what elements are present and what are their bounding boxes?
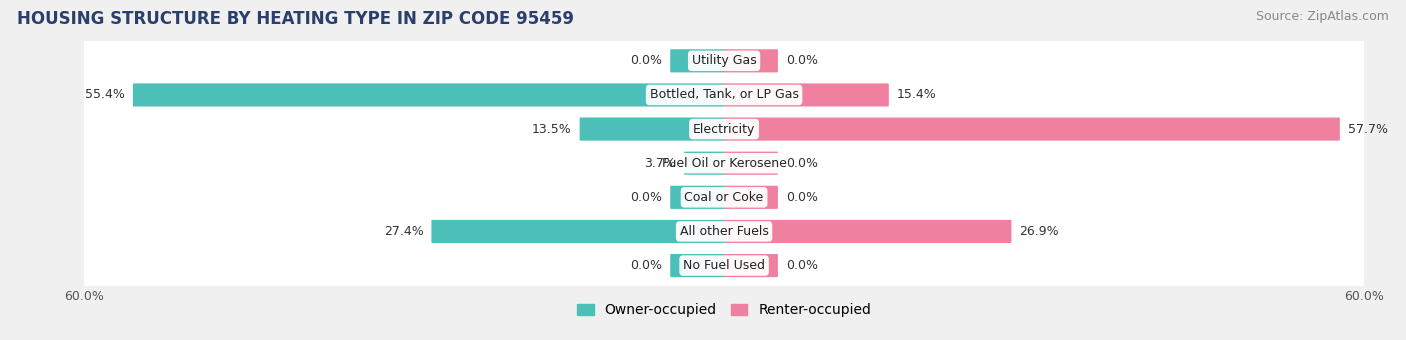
FancyBboxPatch shape xyxy=(671,49,724,72)
Text: 3.7%: 3.7% xyxy=(644,157,676,170)
Text: Fuel Oil or Kerosene: Fuel Oil or Kerosene xyxy=(662,157,786,170)
FancyBboxPatch shape xyxy=(72,74,1376,116)
Text: No Fuel Used: No Fuel Used xyxy=(683,259,765,272)
Text: 13.5%: 13.5% xyxy=(531,123,572,136)
FancyBboxPatch shape xyxy=(724,49,778,72)
FancyBboxPatch shape xyxy=(671,186,724,209)
Text: 0.0%: 0.0% xyxy=(786,259,818,272)
Text: 0.0%: 0.0% xyxy=(786,54,818,67)
FancyBboxPatch shape xyxy=(432,220,724,243)
FancyBboxPatch shape xyxy=(72,143,1376,184)
FancyBboxPatch shape xyxy=(685,152,724,175)
FancyBboxPatch shape xyxy=(724,220,1011,243)
Text: Source: ZipAtlas.com: Source: ZipAtlas.com xyxy=(1256,10,1389,23)
Text: 27.4%: 27.4% xyxy=(384,225,423,238)
Text: 0.0%: 0.0% xyxy=(786,191,818,204)
Text: 0.0%: 0.0% xyxy=(630,259,662,272)
FancyBboxPatch shape xyxy=(72,211,1376,252)
Text: 15.4%: 15.4% xyxy=(897,88,936,101)
FancyBboxPatch shape xyxy=(724,118,1340,141)
Text: Bottled, Tank, or LP Gas: Bottled, Tank, or LP Gas xyxy=(650,88,799,101)
Text: 0.0%: 0.0% xyxy=(630,191,662,204)
Text: Coal or Coke: Coal or Coke xyxy=(685,191,763,204)
FancyBboxPatch shape xyxy=(724,186,778,209)
FancyBboxPatch shape xyxy=(724,152,778,175)
Text: Utility Gas: Utility Gas xyxy=(692,54,756,67)
Legend: Owner-occupied, Renter-occupied: Owner-occupied, Renter-occupied xyxy=(571,298,877,323)
FancyBboxPatch shape xyxy=(724,83,889,106)
FancyBboxPatch shape xyxy=(72,177,1376,218)
Text: 26.9%: 26.9% xyxy=(1019,225,1059,238)
FancyBboxPatch shape xyxy=(72,108,1376,150)
Text: Electricity: Electricity xyxy=(693,123,755,136)
FancyBboxPatch shape xyxy=(72,40,1376,81)
Text: 55.4%: 55.4% xyxy=(84,88,125,101)
FancyBboxPatch shape xyxy=(72,245,1376,286)
Text: 0.0%: 0.0% xyxy=(630,54,662,67)
Text: HOUSING STRUCTURE BY HEATING TYPE IN ZIP CODE 95459: HOUSING STRUCTURE BY HEATING TYPE IN ZIP… xyxy=(17,10,574,28)
Text: 57.7%: 57.7% xyxy=(1348,123,1388,136)
FancyBboxPatch shape xyxy=(671,254,724,277)
FancyBboxPatch shape xyxy=(134,83,724,106)
Text: All other Fuels: All other Fuels xyxy=(679,225,769,238)
FancyBboxPatch shape xyxy=(724,254,778,277)
FancyBboxPatch shape xyxy=(579,118,724,141)
Text: 0.0%: 0.0% xyxy=(786,157,818,170)
